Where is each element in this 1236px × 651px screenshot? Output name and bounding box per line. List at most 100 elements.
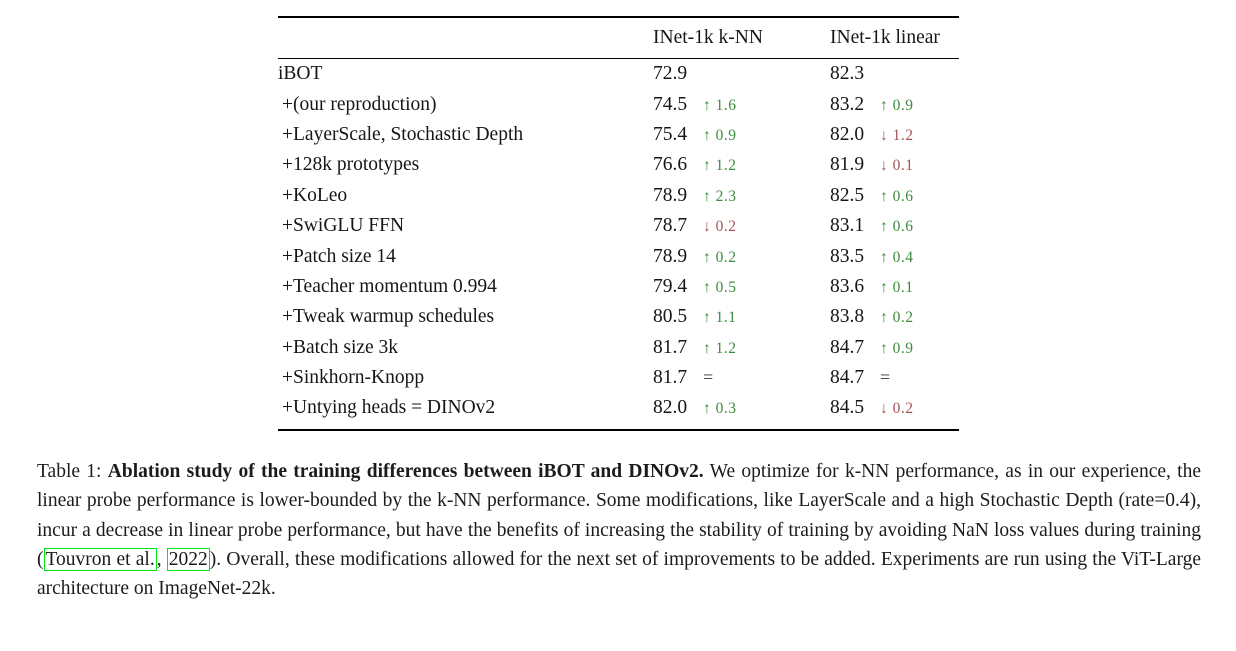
- knn-cell: 74.5 ↑ 1.6: [653, 94, 830, 116]
- knn-delta: ↑ 2.3: [703, 187, 737, 205]
- linear-value: 82.5: [830, 184, 865, 206]
- linear-cell: 84.7 =: [830, 367, 959, 389]
- caption-body-2: ). Overall, these modifications allowed …: [37, 548, 1201, 600]
- knn-value: 81.7: [653, 367, 688, 389]
- knn-delta: =: [703, 367, 714, 388]
- table-row: +128k prototypes 76.6 ↑ 1.2 81.9 ↓ 0.1: [278, 150, 959, 180]
- knn-value: 79.4: [653, 275, 688, 297]
- knn-delta: ↑ 0.5: [703, 278, 737, 296]
- row-label: +Untying heads = DINOv2: [282, 397, 496, 419]
- row-label: +Sinkhorn-Knopp: [282, 367, 425, 389]
- linear-value: 83.5: [830, 245, 865, 267]
- knn-cell: 80.5 ↑ 1.1: [653, 306, 830, 328]
- row-label: iBOT: [278, 63, 323, 85]
- table-top-rule: [278, 16, 959, 18]
- row-label: +LayerScale, Stochastic Depth: [282, 123, 524, 145]
- citation-year-link[interactable]: 2022: [166, 547, 210, 571]
- linear-cell: 84.5 ↓ 0.2: [830, 397, 959, 419]
- knn-delta: ↑ 0.9: [703, 126, 737, 144]
- linear-cell: 84.7 ↑ 0.9: [830, 337, 959, 359]
- linear-value: 81.9: [830, 154, 865, 176]
- linear-cell: 83.8 ↑ 0.2: [830, 306, 959, 328]
- table-bottom-rule: [278, 428, 959, 431]
- linear-cell: 82.3: [830, 63, 959, 85]
- knn-value: 75.4: [653, 123, 688, 145]
- row-label: +128k prototypes: [282, 154, 420, 176]
- linear-value: 84.7: [830, 336, 865, 358]
- table-row: +Sinkhorn-Knopp 81.7 = 84.7 =: [278, 363, 959, 393]
- table-row: +Untying heads = DINOv2 82.0 ↑ 0.3 84.5 ↓ …: [278, 393, 959, 423]
- table-row: +LayerScale, Stochastic Depth 75.4 ↑ 0.9 …: [278, 120, 959, 150]
- linear-delta: ↑ 0.2: [880, 309, 914, 327]
- table-header-row: INet-1k k-NN INet-1k linear: [278, 18, 959, 58]
- row-label: +Teacher momentum 0.994: [282, 275, 497, 297]
- linear-delta: ↓ 0.2: [880, 400, 914, 418]
- knn-cell: 78.9 ↑ 2.3: [653, 185, 830, 207]
- knn-cell: 76.6 ↑ 1.2: [653, 154, 830, 176]
- table-row: +Patch size 14 78.9 ↑ 0.2 83.5 ↑ 0.4: [278, 241, 959, 271]
- table-mid-rule: [278, 58, 959, 59]
- knn-value: 78.7: [653, 215, 688, 237]
- knn-delta: ↑ 0.3: [703, 400, 737, 418]
- linear-delta: =: [880, 367, 891, 388]
- knn-cell: 78.7 ↓ 0.2: [653, 215, 830, 237]
- knn-value: 72.9: [653, 63, 688, 85]
- caption-title: Ablation study of the training differenc…: [107, 461, 704, 482]
- linear-value: 82.3: [830, 63, 865, 85]
- table-row: +KoLeo 78.9 ↑ 2.3 82.5 ↑ 0.6: [278, 181, 959, 211]
- knn-value: 78.9: [653, 184, 688, 206]
- knn-delta: ↑ 1.2: [703, 157, 737, 175]
- linear-cell: 83.1 ↑ 0.6: [830, 215, 959, 237]
- knn-value: 82.0: [653, 397, 688, 419]
- linear-cell: 81.9 ↓ 0.1: [830, 154, 959, 176]
- linear-cell: 82.0 ↓ 1.2: [830, 124, 959, 146]
- knn-delta: ↑ 0.2: [703, 248, 737, 266]
- row-label: +Tweak warmup schedules: [282, 306, 495, 328]
- table-row: +(our reproduction) 74.5 ↑ 1.6 83.2 ↑ 0.9: [278, 89, 959, 119]
- linear-value: 84.7: [830, 367, 865, 389]
- table-row: +Tweak warmup schedules 80.5 ↑ 1.1 83.8 ↑ …: [278, 302, 959, 332]
- knn-value: 78.9: [653, 245, 688, 267]
- caption-label: Table 1:: [37, 461, 108, 482]
- knn-delta: ↑ 1.2: [703, 339, 737, 357]
- knn-value: 76.6: [653, 154, 688, 176]
- table-caption: Table 1: Ablation study of the training …: [37, 457, 1201, 603]
- linear-value: 83.6: [830, 275, 865, 297]
- knn-delta: ↑ 1.1: [703, 309, 737, 327]
- linear-value: 83.1: [830, 215, 865, 237]
- table-row: +Teacher momentum 0.994 79.4 ↑ 0.5 83.6 ↑ …: [278, 272, 959, 302]
- knn-cell: 78.9 ↑ 0.2: [653, 246, 830, 268]
- row-label: +(our reproduction): [282, 93, 437, 115]
- linear-value: 82.0: [830, 123, 865, 145]
- knn-cell: 82.0 ↑ 0.3: [653, 397, 830, 419]
- linear-delta: ↑ 0.9: [880, 96, 914, 114]
- knn-value: 80.5: [653, 306, 688, 328]
- table-row: iBOT 72.9 82.3: [278, 59, 959, 89]
- knn-cell: 72.9: [653, 63, 830, 85]
- linear-delta: ↑ 0.4: [880, 248, 914, 266]
- linear-cell: 82.5 ↑ 0.6: [830, 185, 959, 207]
- knn-cell: 75.4 ↑ 0.9: [653, 124, 830, 146]
- table-row: +SwiGLU FFN 78.7 ↓ 0.2 83.1 ↑ 0.6: [278, 211, 959, 241]
- linear-value: 83.2: [830, 93, 865, 115]
- column-header-knn: INet-1k k-NN: [653, 27, 763, 48]
- linear-delta: ↑ 0.1: [880, 278, 914, 296]
- linear-delta: ↑ 0.9: [880, 339, 914, 357]
- row-label: +SwiGLU FFN: [282, 215, 405, 237]
- row-label: +KoLeo: [282, 184, 348, 206]
- linear-delta: ↑ 0.6: [880, 218, 914, 236]
- linear-value: 83.8: [830, 306, 865, 328]
- linear-delta: ↑ 0.6: [880, 187, 914, 205]
- ablation-table: INet-1k k-NN INet-1k linear iBOT 72.9 82…: [278, 16, 959, 431]
- linear-cell: 83.6 ↑ 0.1: [830, 276, 959, 298]
- linear-delta: ↓ 0.1: [880, 157, 914, 175]
- knn-value: 74.5: [653, 93, 688, 115]
- linear-cell: 83.5 ↑ 0.4: [830, 246, 959, 268]
- row-label: +Patch size 14: [282, 245, 396, 267]
- linear-value: 84.5: [830, 397, 865, 419]
- caption-cite-separator: ,: [156, 548, 167, 570]
- row-label: +Batch size 3k: [282, 336, 399, 358]
- citation-authors-link[interactable]: Touvron et al.: [43, 547, 157, 571]
- table-row: +Batch size 3k 81.7 ↑ 1.2 84.7 ↑ 0.9: [278, 333, 959, 363]
